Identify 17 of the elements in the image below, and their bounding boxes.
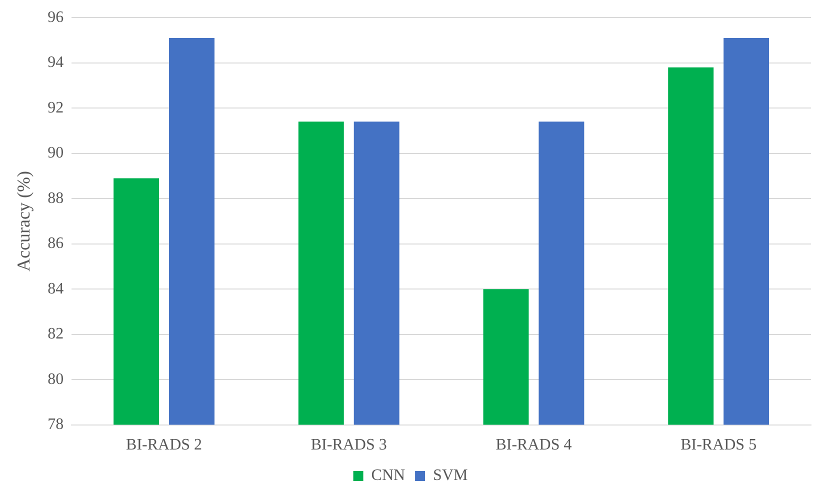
- y-tick-label: 84: [48, 280, 64, 298]
- y-tick-label: 90: [48, 144, 64, 162]
- y-tick-label: 92: [48, 99, 64, 116]
- y-tick-label: 86: [48, 235, 64, 252]
- x-tick-label: BI-RADS 3: [310, 436, 387, 454]
- x-tick-label: BI-RADS 5: [680, 436, 757, 454]
- x-tick-label: BI-RADS 4: [496, 436, 572, 454]
- y-axis-title: Accuracy (%): [14, 170, 34, 272]
- legend-label: CNN: [371, 467, 406, 484]
- y-tick-label: 94: [48, 54, 64, 72]
- y-tick-label: 80: [48, 370, 64, 388]
- y-tick-label: 96: [48, 8, 64, 26]
- x-tick-label: BI-RADS 2: [126, 436, 202, 454]
- legend-label: SVM: [433, 467, 468, 484]
- y-tick-label: 78: [48, 416, 64, 434]
- y-tick-label: 88: [48, 190, 64, 207]
- y-tick-label: 82: [48, 326, 64, 343]
